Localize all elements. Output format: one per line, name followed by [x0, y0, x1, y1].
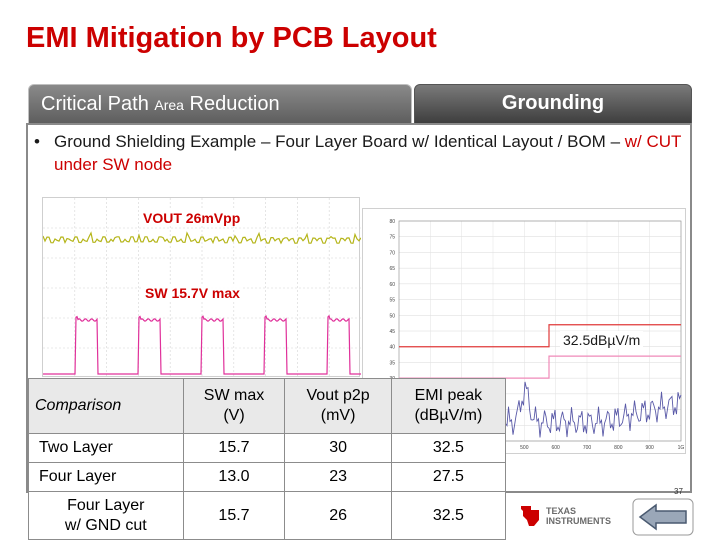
y-tick-label: 40: [389, 345, 395, 351]
ti-logo-text: TEXAS INSTRUMENTS: [546, 506, 611, 526]
y-tick-label: 35: [389, 360, 395, 366]
table-header-row: Comparison SW max (V) Vout p2p (mV) EMI pe…: [28, 378, 507, 434]
bullet-symbol: •: [34, 132, 40, 151]
row-label: Four Layer w/ GND cut: [28, 491, 184, 540]
col-header-sw-max: SW max (V): [182, 378, 286, 434]
cell-sw-max: 15.7: [182, 491, 286, 540]
x-tick-label: 800: [614, 445, 623, 451]
emi-peak-label: 32.5dBµV/m: [560, 331, 644, 349]
x-tick-label: 1G: [678, 445, 685, 451]
page-number: 37: [674, 487, 683, 496]
cell-sw-max: 15.7: [182, 433, 286, 463]
x-tick-label: 700: [583, 445, 592, 451]
comparison-table: Comparison SW max (V) Vout p2p (mV) EMI pe…: [28, 378, 507, 540]
x-tick-label: 900: [645, 445, 654, 451]
bullet-point: • Ground Shielding Example – Four Layer …: [34, 130, 684, 176]
ti-logo-icon: [521, 506, 539, 526]
y-tick-label: 65: [389, 266, 395, 272]
sw-trace: [43, 314, 361, 375]
bullet-text: Ground Shielding Example – Four Layer Bo…: [54, 132, 625, 151]
cell-emi-peak: 32.5: [390, 491, 507, 540]
y-tick-label: 55: [389, 298, 395, 304]
y-tick-label: 75: [389, 235, 395, 241]
vout-trace: [42, 231, 362, 245]
cell-vout-p2p: 23: [284, 462, 392, 492]
cell-emi-peak: 27.5: [390, 462, 507, 492]
limit-line-red: [399, 324, 681, 348]
y-tick-label: 70: [389, 250, 395, 256]
col-header-emi-peak: EMI peak (dBµV/m): [390, 378, 507, 434]
limit-line-pink: [399, 355, 681, 379]
y-tick-label: 45: [389, 329, 395, 335]
y-tick-label: 80: [389, 219, 395, 225]
table-row: Four Layer w/ GND cut 15.7 26 32.5: [28, 491, 507, 540]
tab-grounding[interactable]: Grounding: [414, 84, 692, 124]
cell-emi-peak: 32.5: [390, 433, 507, 463]
x-tick-label: 600: [551, 445, 560, 451]
vout-label: VOUT 26mVpp: [141, 210, 243, 226]
x-tick-label: 500: [520, 445, 529, 451]
y-tick-label: 50: [389, 313, 395, 319]
tab-critical-path[interactable]: Critical Path Area Reduction: [28, 84, 412, 124]
col-header-comparison: Comparison: [28, 378, 184, 434]
back-arrow-icon[interactable]: [632, 498, 694, 536]
y-tick-label: 60: [389, 282, 395, 288]
cell-vout-p2p: 26: [284, 491, 392, 540]
slide-title: EMI Mitigation by PCB Layout: [26, 22, 437, 54]
row-label: Four Layer: [28, 462, 184, 492]
bullet-highlight: w/ CUT under SW node: [54, 132, 682, 174]
tab-grounding-label: Grounding: [501, 92, 605, 114]
row-label: Two Layer: [28, 433, 184, 463]
tab-critical-path-label: Critical Path Area Reduction: [41, 93, 280, 115]
table-row: Two Layer 15.7 30 32.5: [28, 433, 507, 463]
cell-sw-max: 13.0: [182, 462, 286, 492]
table-row: Four Layer 13.0 23 27.5: [28, 462, 507, 492]
cell-vout-p2p: 30: [284, 433, 392, 463]
col-header-vout-p2p: Vout p2p (mV): [284, 378, 392, 434]
sw-label: SW 15.7V max: [143, 285, 242, 301]
